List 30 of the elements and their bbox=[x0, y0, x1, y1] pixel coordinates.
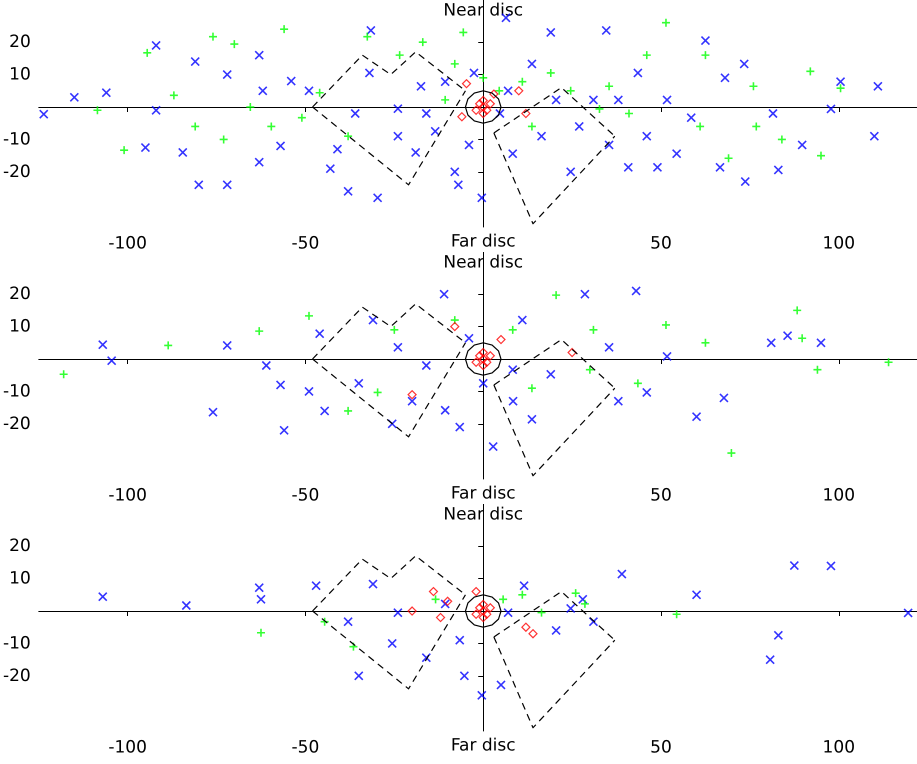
y-tick-label: 10 bbox=[9, 568, 31, 589]
x-tick-label: 50 bbox=[650, 486, 672, 506]
x-tick-label: -50 bbox=[292, 234, 320, 254]
y-tick-label: -10 bbox=[2, 129, 31, 150]
y-tick-label: 10 bbox=[9, 64, 31, 85]
x-tick-label: 50 bbox=[650, 738, 672, 758]
y-tick-label: -20 bbox=[2, 666, 31, 686]
annotation: Near disc bbox=[443, 252, 524, 272]
text: Far disc bbox=[450, 484, 516, 504]
x-tick-label: -100 bbox=[108, 234, 147, 254]
text: Far disc bbox=[450, 232, 516, 252]
x-tick-label: -100 bbox=[108, 486, 147, 506]
x-tick-label: 100 bbox=[822, 486, 856, 506]
y-tick-label: -20 bbox=[2, 414, 31, 434]
x-tick-label: -50 bbox=[292, 738, 320, 758]
text: Far disc bbox=[450, 736, 516, 756]
y-tick-label: 20 bbox=[9, 284, 31, 304]
annotation: Near disc bbox=[443, 0, 524, 20]
y-tick-label: -10 bbox=[2, 633, 31, 654]
x-tick-label: -50 bbox=[292, 486, 320, 506]
x-tick-label: -100 bbox=[108, 738, 147, 758]
annotation: Near disc bbox=[443, 504, 524, 524]
x-tick-label: 50 bbox=[650, 234, 672, 254]
y-tick-label: 10 bbox=[9, 316, 31, 337]
y-tick-label: 20 bbox=[9, 536, 31, 556]
x-tick-label: 100 bbox=[822, 738, 856, 758]
x-tick-label: 100 bbox=[822, 234, 856, 254]
y-tick-label: -10 bbox=[2, 381, 31, 402]
y-tick-label: -20 bbox=[2, 162, 31, 182]
y-tick-label: 20 bbox=[9, 32, 31, 52]
